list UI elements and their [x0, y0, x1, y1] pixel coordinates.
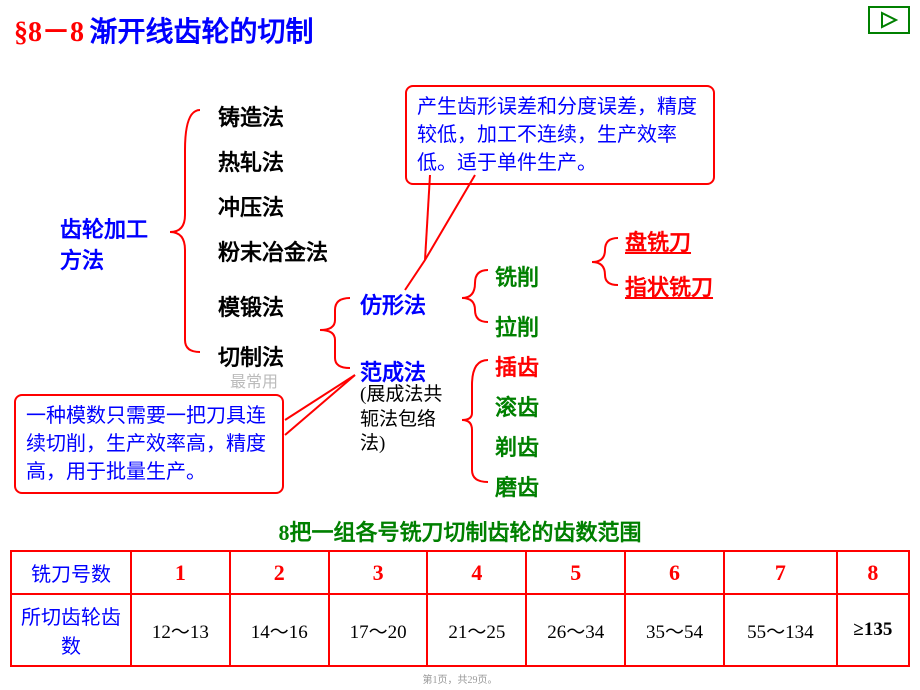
- table-row: 所切齿轮齿数 12～13 14～16 17～20 21～25 26～34 35～…: [11, 594, 909, 666]
- table-cell: 35～54: [625, 594, 724, 666]
- table-cell: 21～25: [427, 594, 526, 666]
- xixiao-child: 盘铣刀: [625, 225, 691, 257]
- fangxing-child: 铣削: [495, 260, 539, 292]
- table-cell: 55～134: [724, 594, 837, 666]
- table-cell: 12～13: [131, 594, 230, 666]
- fangxing-label: 仿形法: [360, 288, 426, 320]
- next-slide-button[interactable]: [868, 6, 910, 34]
- method-item: 模锻法: [218, 290, 284, 322]
- xixiao-child: 指状铣刀: [625, 270, 713, 302]
- play-icon: [879, 11, 899, 29]
- table-cell: 26～34: [526, 594, 625, 666]
- table-cell: 3: [329, 551, 428, 594]
- fancheng-child: 磨齿: [495, 470, 539, 502]
- table-header-cell: 铣刀号数: [11, 551, 131, 594]
- section-number: §8－8: [14, 17, 84, 48]
- callout-bottom: 一种模数只需要一把刀具连续切削，生产效率高，精度高，用于批量生产。: [14, 394, 284, 494]
- table-title: 8把一组各号铣刀切制齿轮的齿数范围: [0, 515, 920, 547]
- table-header-cell: 所切齿轮齿数: [11, 594, 131, 666]
- method-item: 热轧法: [218, 145, 284, 177]
- table-row: 铣刀号数 1 2 3 4 5 6 7 8: [11, 551, 909, 594]
- table-cell: ≥135: [837, 594, 909, 666]
- table-cell: 5: [526, 551, 625, 594]
- table-cell: 1: [131, 551, 230, 594]
- table-cell: 4: [427, 551, 526, 594]
- slide-title: §8－8 渐开线齿轮的切制: [14, 10, 314, 50]
- fancheng-child: 插齿: [495, 350, 539, 382]
- fancheng-sublabel: (展成法共轭法包络法): [360, 383, 460, 457]
- fangxing-child: 拉削: [495, 310, 539, 342]
- table-cell: 8: [837, 551, 909, 594]
- table-cell: 6: [625, 551, 724, 594]
- page-footer: 第1页，共29页。: [0, 671, 920, 686]
- table-cell: 17～20: [329, 594, 428, 666]
- fancheng-child: 剃齿: [495, 430, 539, 462]
- table-cell: 14～16: [230, 594, 329, 666]
- method-item: 冲压法: [218, 190, 284, 222]
- table-cell: 7: [724, 551, 837, 594]
- note-text: 最常用: [230, 368, 278, 392]
- title-text: 渐开线齿轮的切制: [90, 17, 314, 48]
- method-item: 铸造法: [218, 100, 284, 132]
- table-cell: 2: [230, 551, 329, 594]
- fancheng-child: 滚齿: [495, 390, 539, 422]
- cutter-table: 铣刀号数 1 2 3 4 5 6 7 8 所切齿轮齿数 12～13 14～16 …: [10, 550, 910, 667]
- callout-top: 产生齿形误差和分度误差，精度较低，加工不连续，生产效率低。适于单件生产。: [405, 85, 715, 185]
- root-label: 齿轮加工方法: [60, 215, 150, 277]
- method-item: 粉末冶金法: [218, 235, 328, 267]
